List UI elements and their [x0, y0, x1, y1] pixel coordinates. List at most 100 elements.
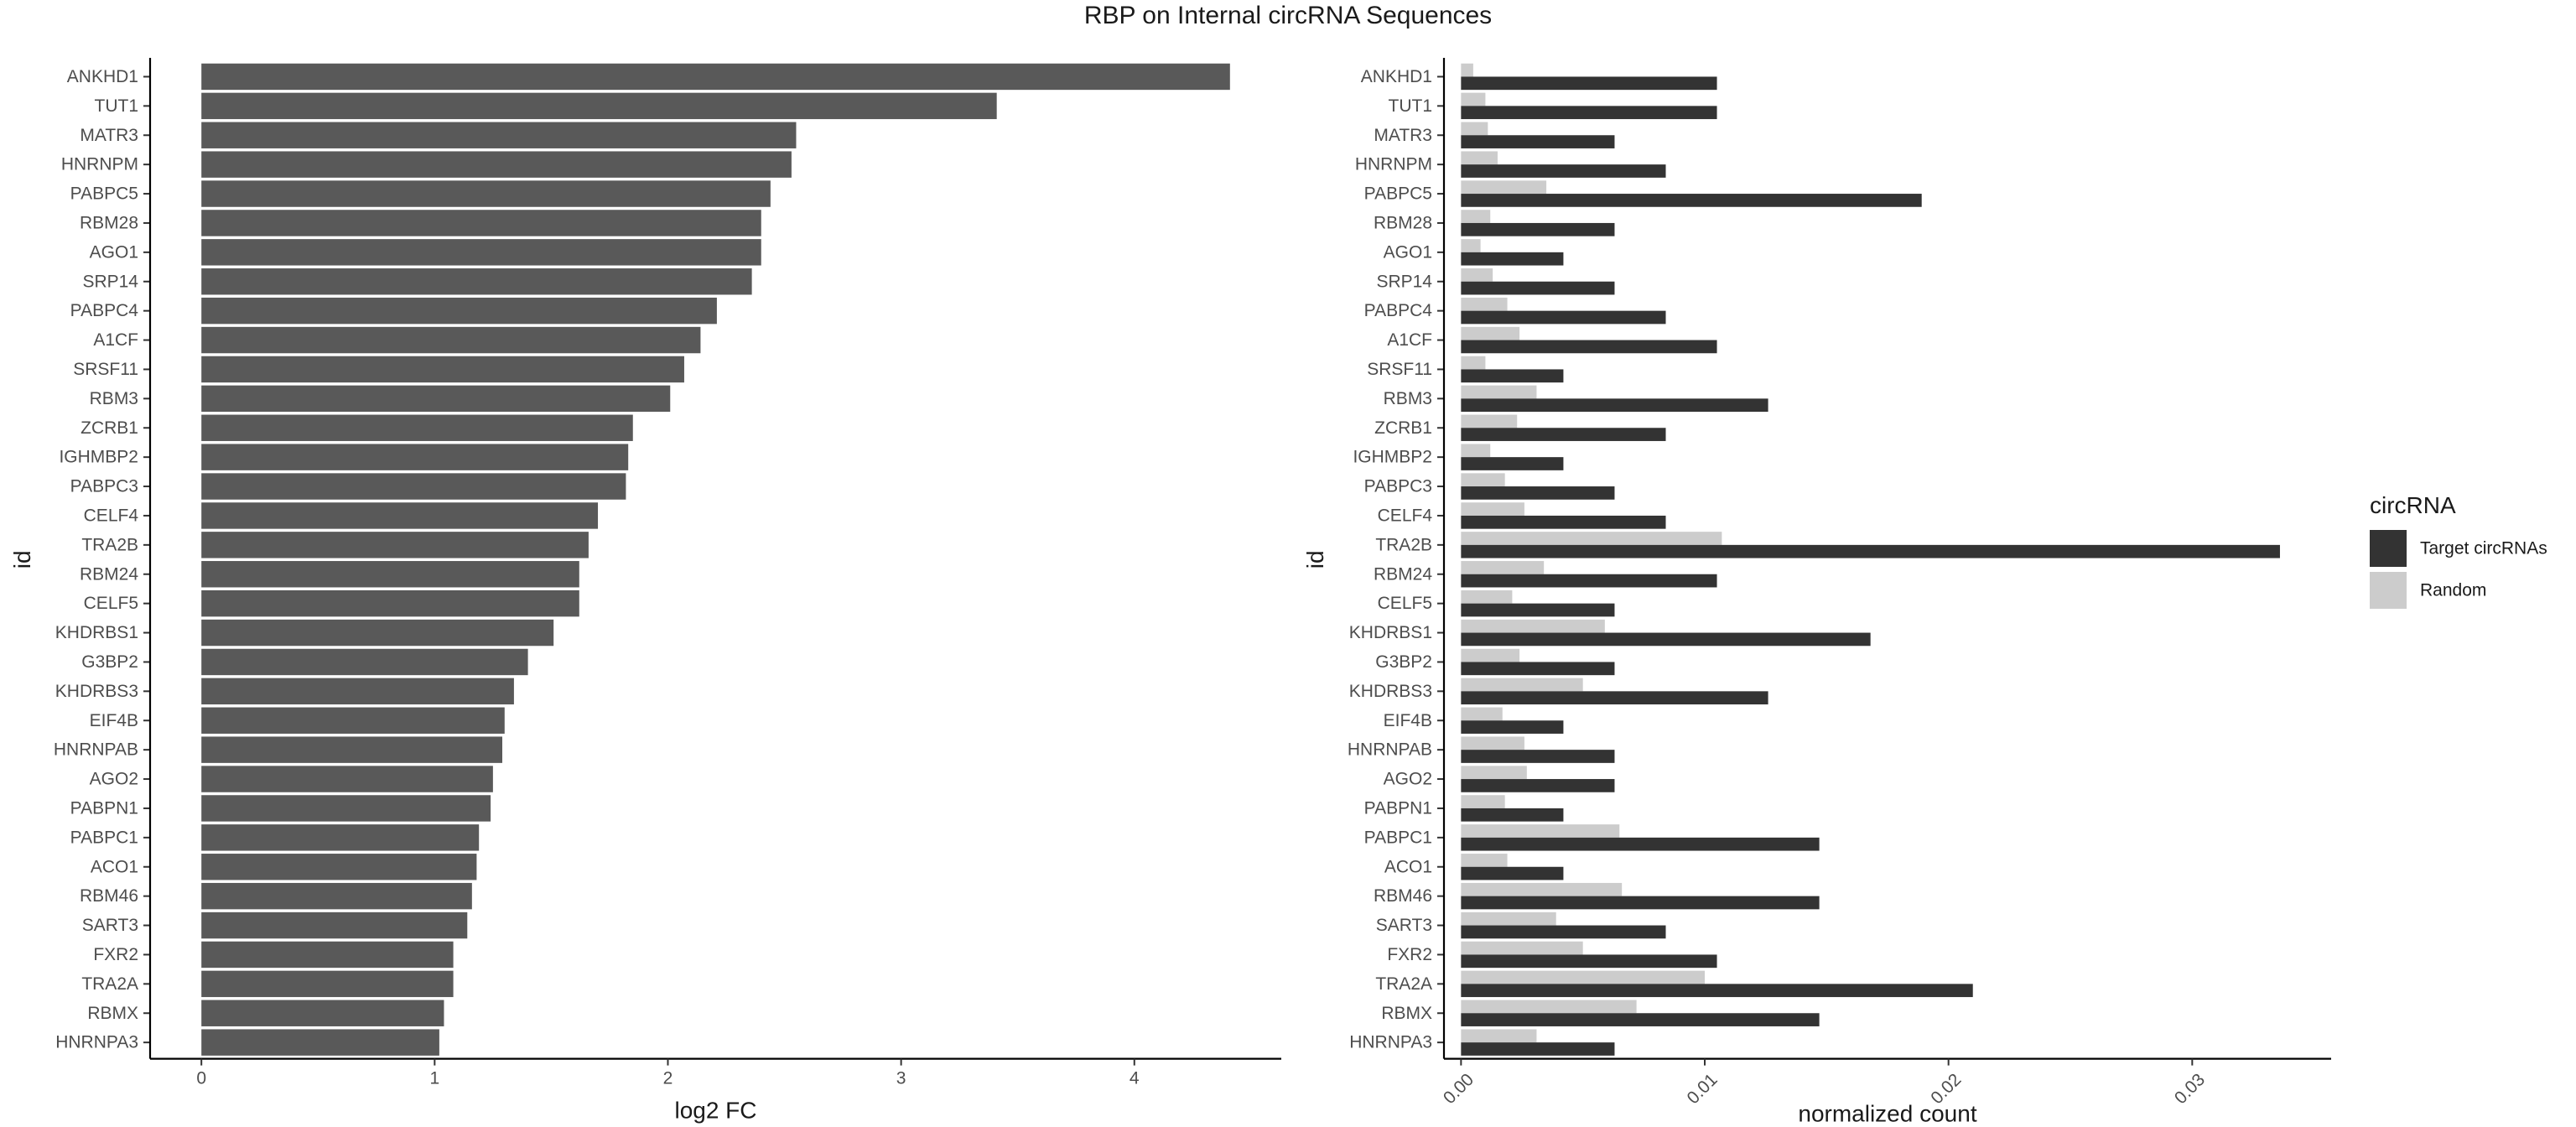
bar-target-tut1 [1461, 106, 1717, 120]
bar-ighmbp2 [201, 444, 629, 470]
bar-celf5 [201, 589, 579, 617]
bar-random-ago2 [1461, 766, 1527, 780]
bar-hnrnpa3 [201, 1029, 439, 1056]
y-axis-title: id [9, 550, 35, 569]
bar-target-ago1 [1461, 252, 1564, 266]
bar-target-ankhd1 [1461, 76, 1717, 91]
x-tick-label: 4 [1130, 1069, 1140, 1088]
bar-eif4b [201, 707, 505, 734]
bar-random-tra2a [1461, 970, 1706, 984]
y-tick-label: SART3 [82, 916, 138, 935]
chart-title: RBP on Internal circRNA Sequences [1083, 2, 1493, 29]
x-tick-label: 0.00 [1440, 1070, 1478, 1108]
bar-random-zcrb1 [1461, 414, 1518, 428]
y-tick-label: SRSF11 [73, 360, 138, 379]
legend-swatch [2370, 572, 2407, 609]
bar-random-rbm24 [1461, 561, 1545, 574]
bar-pabpn1 [201, 795, 491, 822]
bar-target-celf5 [1461, 603, 1615, 617]
y-tick-label: SRP14 [82, 272, 138, 291]
y-tick-label: KHDRBS1 [1349, 623, 1432, 642]
y-tick-label: HNRNPA3 [55, 1033, 138, 1052]
bar-random-matr3 [1461, 122, 1488, 136]
y-tick-label: PABPC1 [70, 828, 138, 847]
bar-target-ago2 [1461, 779, 1615, 792]
y-tick-label: IGHMBP2 [59, 448, 138, 467]
bar-target-hnrnpm [1461, 164, 1666, 178]
y-tick-label: HNRNPAB [54, 740, 138, 760]
y-tick-label: CELF5 [84, 594, 138, 613]
legend: circRNA Target circRNAs Random [2370, 492, 2547, 609]
y-tick-label: PABPC4 [1364, 301, 1433, 320]
y-tick-label: EIF4B [90, 711, 138, 730]
y-tick-label: HNRNPM [61, 155, 138, 174]
y-tick-label: A1CF [93, 330, 138, 350]
bar-target-a1cf [1461, 340, 1717, 354]
y-tick-label: G3BP2 [1375, 652, 1432, 672]
bar-pabpc3 [201, 473, 626, 500]
bar-random-rbm28 [1461, 210, 1491, 223]
bar-target-zcrb1 [1461, 428, 1666, 441]
bar-random-khdrbs3 [1461, 678, 1583, 692]
bar-tra2b [201, 532, 589, 558]
y-tick-label: RBMX [87, 1004, 138, 1023]
y-tick-label: FXR2 [1387, 945, 1432, 964]
y-tick-label: PABPC1 [1364, 828, 1432, 847]
bar-target-fxr2 [1461, 954, 1717, 969]
x-tick-label: 1 [429, 1069, 439, 1088]
bar-target-srsf11 [1461, 369, 1564, 383]
y-tick-label: PABPC3 [1364, 477, 1432, 496]
bar-rbm46 [201, 882, 472, 910]
bar-rbm28 [201, 210, 761, 236]
bar-target-srp14 [1461, 281, 1615, 295]
y-tick-label: MATR3 [1374, 126, 1432, 145]
bar-target-rbm46 [1461, 896, 1820, 910]
bar-target-celf4 [1461, 515, 1666, 529]
bar-random-hnrnpa3 [1461, 1029, 1537, 1043]
bar-target-pabpn1 [1461, 808, 1564, 822]
y-tick-label: IGHMBP2 [1353, 448, 1432, 467]
bar-tra2a [201, 970, 454, 998]
bar-random-tut1 [1461, 92, 1486, 106]
bar-random-ighmbp2 [1461, 444, 1491, 458]
y-tick-label: FXR2 [93, 945, 138, 964]
legend-label: Target circRNAs [2420, 539, 2547, 558]
y-tick-label: KHDRBS3 [1349, 682, 1432, 701]
bar-target-hnrnpa3 [1461, 1042, 1615, 1056]
bar-random-rbm46 [1461, 882, 1623, 896]
bar-random-ankhd1 [1461, 63, 1473, 77]
bar-random-g3bp2 [1461, 648, 1520, 662]
y-tick-label: MATR3 [80, 126, 138, 145]
y-tick-label: ZCRB1 [80, 418, 138, 438]
bar-random-pabpc1 [1461, 824, 1620, 838]
y-axis-title: id [1302, 550, 1328, 569]
bar-khdrbs3 [201, 678, 514, 705]
bar-random-celf5 [1461, 589, 1513, 604]
y-tick-label: AGO1 [1384, 242, 1432, 262]
bar-target-pabpc3 [1461, 486, 1615, 500]
bar-srp14 [201, 268, 752, 295]
bar-pabpc1 [201, 824, 480, 851]
y-tick-label: PABPN1 [1364, 798, 1432, 818]
bar-random-celf4 [1461, 502, 1524, 516]
bar-random-pabpc4 [1461, 297, 1508, 311]
x-tick-label: 0 [196, 1069, 206, 1088]
y-tick-label: PABPC4 [70, 301, 139, 320]
y-tick-label: HNRNPM [1355, 155, 1432, 174]
bar-target-ighmbp2 [1461, 457, 1564, 470]
x-tick-label: 0.01 [1684, 1070, 1722, 1108]
bar-random-hnrnpab [1461, 736, 1524, 750]
bar-zcrb1 [201, 414, 633, 441]
bar-hnrnpm [201, 151, 792, 178]
y-tick-label: PABPN1 [70, 798, 138, 818]
bar-random-srsf11 [1461, 356, 1486, 370]
bar-random-pabpc5 [1461, 180, 1547, 195]
bar-target-hnrnpab [1461, 750, 1615, 763]
legend-title: circRNA [2370, 492, 2456, 518]
bar-target-pabpc1 [1461, 837, 1820, 851]
y-tick-label: KHDRBS1 [55, 623, 138, 642]
y-tick-label: AGO1 [90, 242, 138, 262]
y-tick-label: RBM46 [1374, 886, 1432, 906]
y-tick-label: AGO2 [90, 770, 138, 789]
